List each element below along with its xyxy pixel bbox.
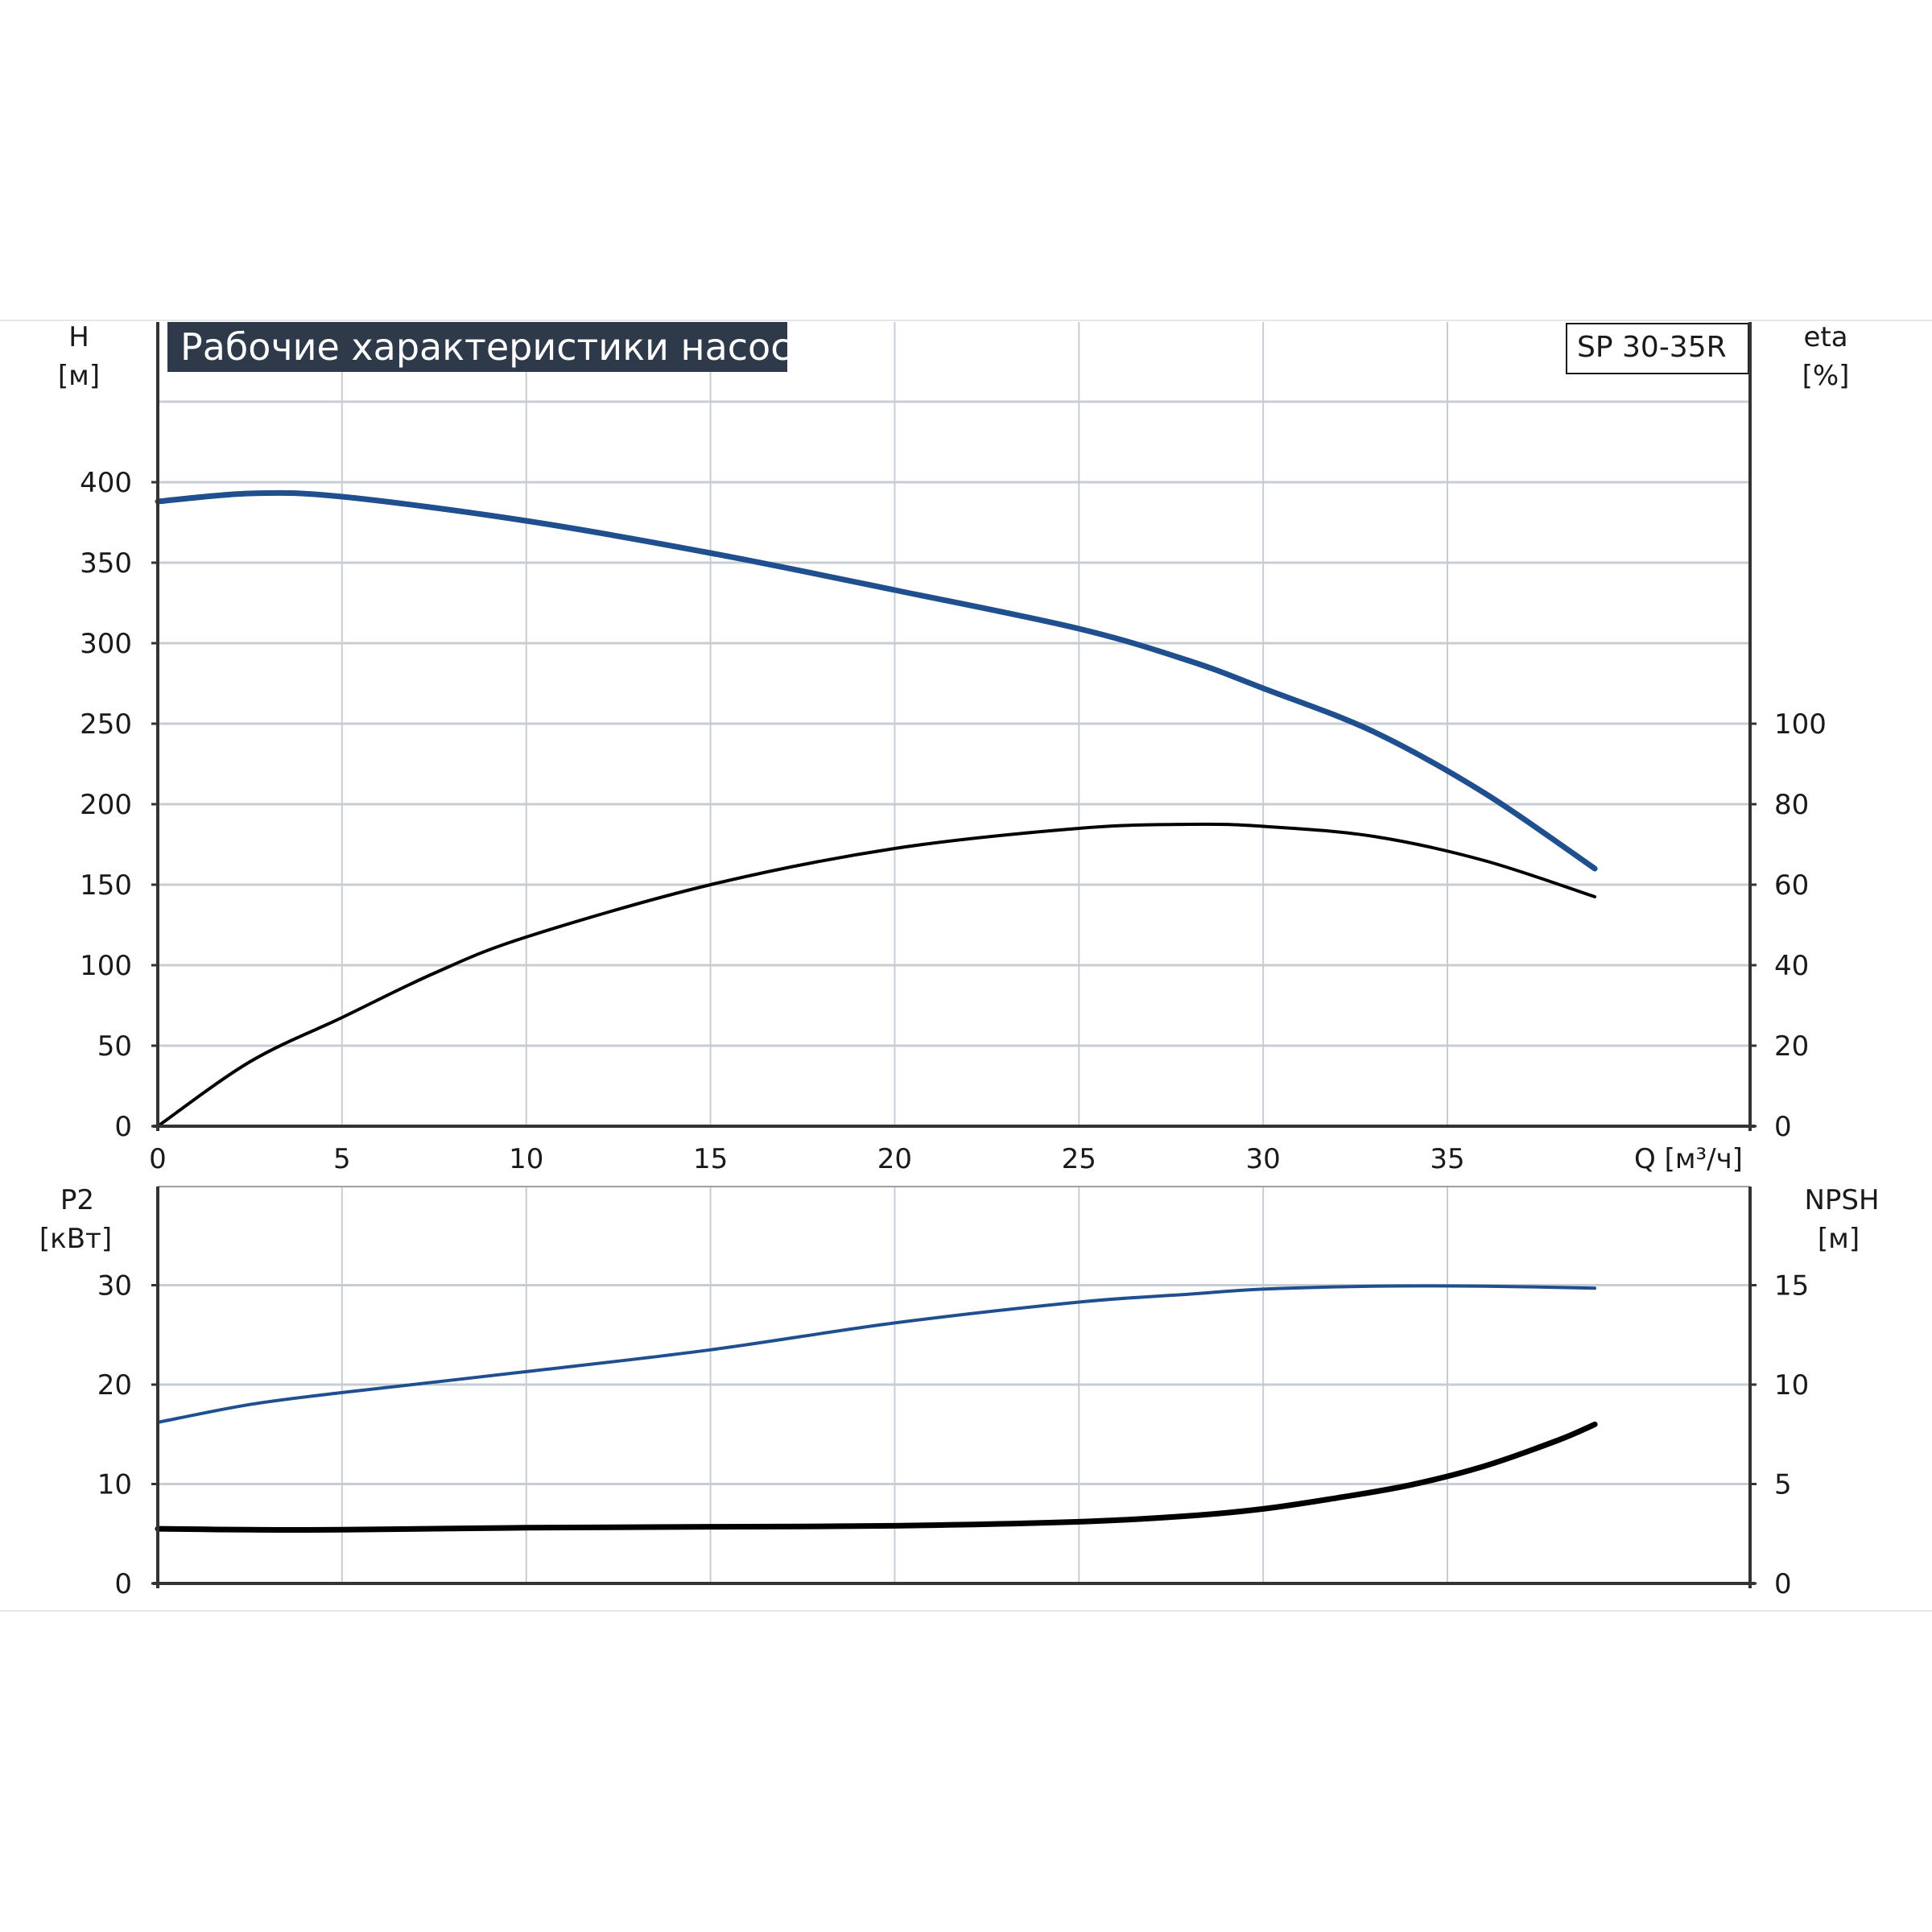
eta-axis-unit: [%] <box>1802 360 1850 392</box>
bottom-left-tick-20: 20 <box>97 1369 132 1402</box>
top-left-tick-50: 50 <box>97 1030 132 1063</box>
curves <box>155 489 1598 1534</box>
bottom-right-tick-15: 15 <box>1774 1270 1809 1302</box>
top-left-tick-250: 250 <box>80 708 132 741</box>
top-left-tick-0: 0 <box>114 1111 132 1143</box>
power-axis-label: P2 <box>60 1184 94 1216</box>
npsh-curve <box>155 1421 1598 1534</box>
x-tick-35: 35 <box>1430 1143 1464 1175</box>
top-left-tick-150: 150 <box>80 869 132 902</box>
bottom-left-tick-10: 10 <box>97 1469 132 1501</box>
model-label: SP 30-35R <box>1577 331 1727 364</box>
top-panel-grid <box>158 322 1750 1126</box>
top-right-tick-0: 0 <box>1774 1111 1792 1143</box>
bottom-right-tick-10: 10 <box>1774 1369 1809 1402</box>
power-curve <box>156 1284 1597 1424</box>
top-left-tick-100: 100 <box>80 950 132 982</box>
chart-title-background <box>167 322 787 372</box>
model-label-box: SP 30-35R <box>1566 323 1749 374</box>
top-right-tick-80: 80 <box>1774 789 1809 821</box>
efficiency-curve <box>156 822 1597 1128</box>
flow-axis-label: Q [м³/ч] <box>1634 1143 1743 1175</box>
x-tick-10: 10 <box>509 1143 543 1175</box>
x-tick-5: 5 <box>333 1143 351 1175</box>
top-right-tick-20: 20 <box>1774 1030 1809 1063</box>
bottom-right-tick-5: 5 <box>1774 1469 1792 1501</box>
x-tick-0: 0 <box>149 1143 167 1175</box>
head-curve <box>155 489 1598 872</box>
top-right-tick-40: 40 <box>1774 950 1809 982</box>
bottom-left-tick-30: 30 <box>97 1270 132 1302</box>
npsh-axis-label: NPSH <box>1804 1184 1879 1216</box>
x-tick-30: 30 <box>1246 1143 1281 1175</box>
model-label-frame <box>1566 323 1749 374</box>
top-left-tick-300: 300 <box>80 628 132 660</box>
top-right-tick-100: 100 <box>1774 708 1827 741</box>
head-axis-label: H <box>68 321 89 353</box>
x-tick-25: 25 <box>1062 1143 1096 1175</box>
npsh-axis-unit: [м] <box>1818 1223 1860 1255</box>
top-left-tick-400: 400 <box>80 467 132 499</box>
top-left-tick-350: 350 <box>80 547 132 580</box>
chart-title-box: Рабочие характеристики насоса <box>167 322 814 372</box>
axes <box>151 322 1757 1588</box>
top-left-tick-200: 200 <box>80 789 132 821</box>
x-tick-15: 15 <box>693 1143 728 1175</box>
bottom-left-tick-0: 0 <box>114 1568 132 1600</box>
x-tick-20: 20 <box>877 1143 912 1175</box>
head-axis-unit: [м] <box>58 360 100 392</box>
chart-title: Рабочие характеристики насоса <box>180 325 814 369</box>
eta-axis-label: eta <box>1803 321 1847 353</box>
top-right-tick-60: 60 <box>1774 869 1809 902</box>
bottom-right-tick-0: 0 <box>1774 1568 1792 1600</box>
power-axis-unit: [кВт] <box>39 1223 112 1255</box>
